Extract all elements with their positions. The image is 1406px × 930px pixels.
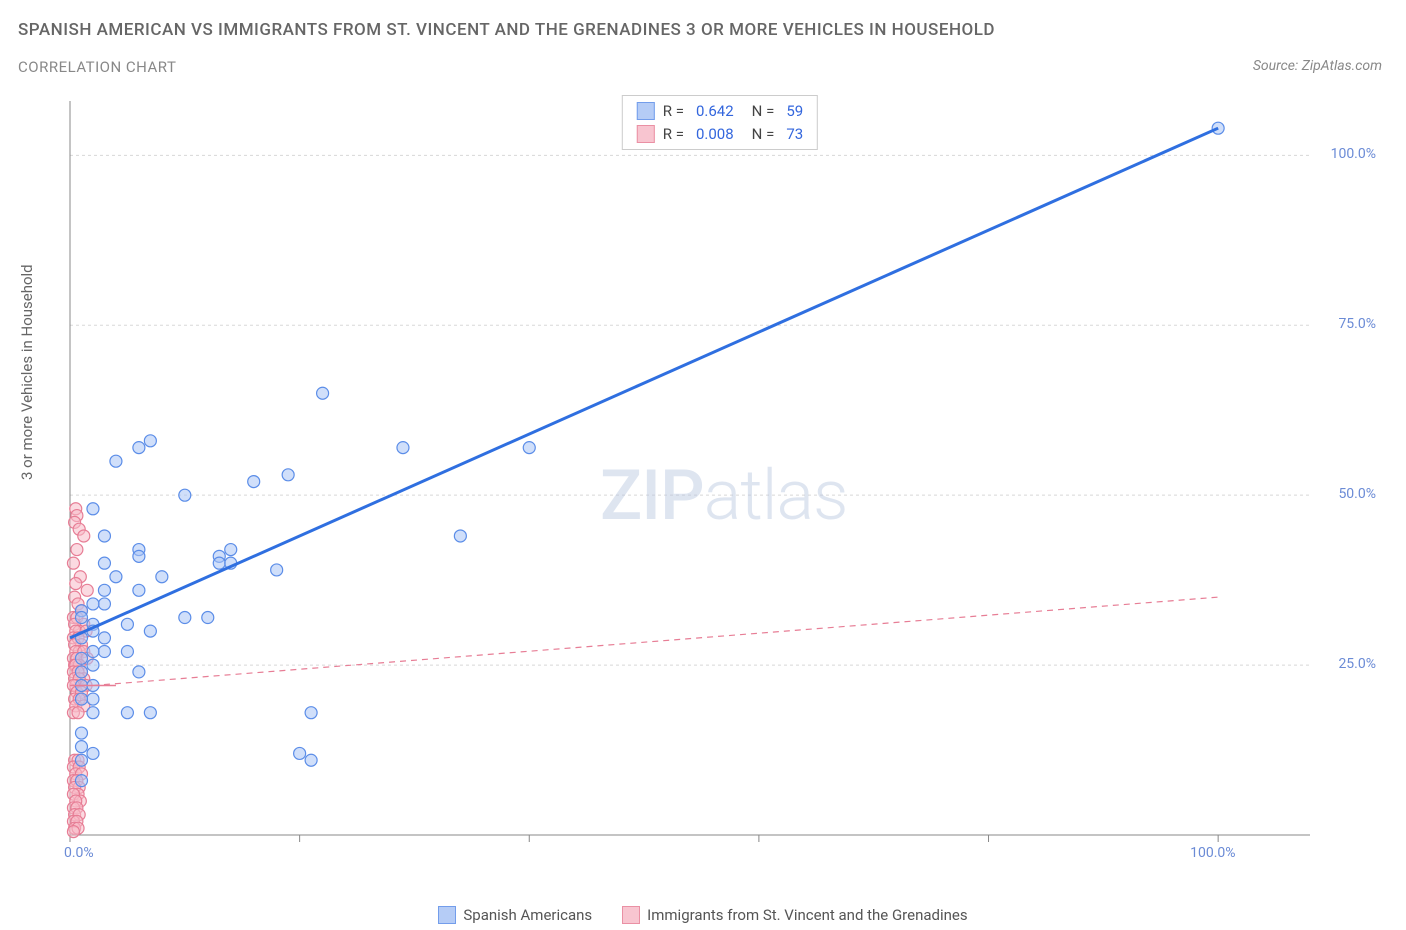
legend-n-pink: 73	[786, 123, 803, 146]
y-tick-label: 75.0%	[1338, 316, 1376, 332]
correlation-legend: R = 0.642 N = 59 R = 0.008 N = 73	[622, 95, 818, 150]
series-legend-blue: Spanish Americans	[438, 906, 592, 924]
swatch-pink-icon	[637, 125, 655, 143]
plot-area: R = 0.642 N = 59 R = 0.008 N = 73 ZIPatl…	[60, 95, 1380, 865]
legend-row-pink: R = 0.008 N = 73	[637, 123, 803, 146]
scatter-chart	[60, 95, 1380, 865]
x-tick-label: 0.0%	[64, 845, 94, 861]
series-label-pink: Immigrants from St. Vincent and the Gren…	[647, 906, 967, 924]
series-label-blue: Spanish Americans	[463, 906, 592, 924]
series-legend-pink: Immigrants from St. Vincent and the Gren…	[622, 906, 967, 924]
swatch-blue-icon	[637, 102, 655, 120]
y-tick-label: 50.0%	[1338, 486, 1376, 502]
series-legend: Spanish Americans Immigrants from St. Vi…	[0, 906, 1406, 924]
chart-subtitle: CORRELATION CHART	[18, 58, 176, 76]
swatch-pink-icon	[622, 906, 640, 924]
x-tick-label: 100.0%	[1190, 845, 1235, 861]
chart-title: SPANISH AMERICAN VS IMMIGRANTS FROM ST. …	[18, 20, 995, 40]
swatch-blue-icon	[438, 906, 456, 924]
y-axis-label: 3 or more Vehicles in Household	[18, 264, 36, 480]
source-attribution: Source: ZipAtlas.com	[1253, 58, 1382, 74]
legend-row-blue: R = 0.642 N = 59	[637, 100, 803, 123]
legend-n-label: N =	[752, 100, 775, 123]
legend-r-pink: 0.008	[696, 123, 734, 146]
legend-r-label: R =	[663, 123, 684, 146]
legend-n-label: N =	[752, 123, 775, 146]
legend-r-label: R =	[663, 100, 684, 123]
legend-r-blue: 0.642	[696, 100, 734, 123]
y-tick-label: 25.0%	[1338, 656, 1376, 672]
legend-n-blue: 59	[786, 100, 803, 123]
y-tick-label: 100.0%	[1331, 146, 1376, 162]
